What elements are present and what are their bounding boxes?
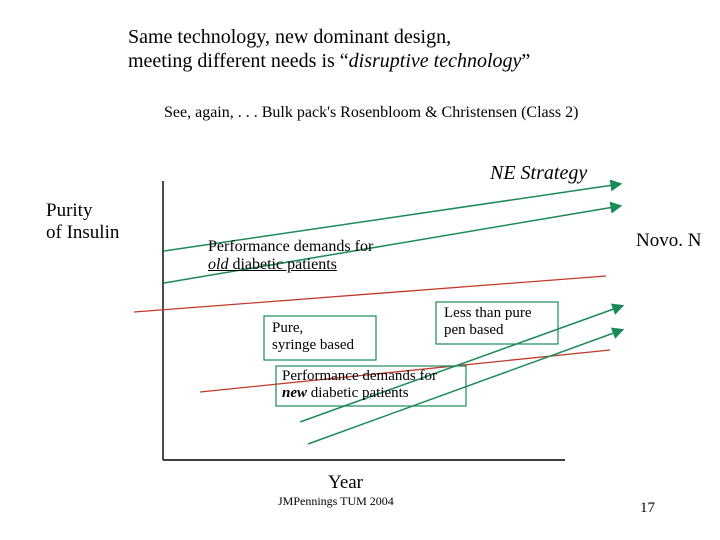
x-axis-label-text: Year	[328, 472, 363, 493]
box-syringe-label: Pure, syringe based	[272, 320, 354, 354]
novo-label: Novo. N	[636, 230, 701, 252]
footer-label: JMPennings TUM 2004	[278, 494, 394, 509]
box-pen-line2: pen based	[444, 322, 504, 338]
ne-strategy-text: NE Strategy	[490, 162, 587, 184]
trend-red-upper	[134, 276, 606, 312]
title-line-2a: meeting different needs is “	[128, 50, 349, 72]
x-axis-label: Year	[328, 472, 363, 494]
perf-new-label: Performance demands for new diabetic pat…	[282, 368, 437, 402]
subtitle: See, again, . . . Bulk pack's Rosenbloom…	[164, 104, 578, 122]
perf-new-line2a: new	[282, 385, 307, 401]
perf-old-line1: Performance demands for	[208, 238, 373, 255]
title-line-1: Same technology, new dominant design,	[128, 26, 451, 49]
title-line-1-text: Same technology, new dominant design,	[128, 26, 451, 48]
title-line-2b: disruptive technology	[349, 50, 522, 72]
box-syringe-line1: Pure,	[272, 320, 303, 336]
box-pen-label: Less than pure pen based	[444, 305, 531, 339]
page-number: 17	[640, 500, 655, 517]
perf-old-label: Performance demands for old diabetic pat…	[208, 238, 373, 274]
title-line-2: meeting different needs is “disruptive t…	[128, 50, 530, 73]
title-line-2c: ”	[521, 50, 530, 72]
perf-new-line2b: diabetic patients	[307, 385, 409, 401]
ne-strategy-label: NE Strategy	[490, 162, 587, 185]
footer-text: JMPennings TUM 2004	[278, 494, 394, 508]
y-axis-label-2: of Insulin	[46, 222, 119, 243]
subtitle-text: See, again, . . . Bulk pack's Rosenbloom…	[164, 104, 578, 121]
novo-text: Novo. N	[636, 230, 701, 251]
y-axis-label: Purity of Insulin	[46, 200, 119, 244]
perf-old-line2b: diabetic patients	[228, 256, 336, 273]
perf-new-line1: Performance demands for	[282, 368, 437, 384]
box-pen-line1: Less than pure	[444, 305, 531, 321]
box-syringe-line2: syringe based	[272, 337, 354, 353]
perf-old-line2a: old	[208, 256, 228, 273]
y-axis-label-1: Purity	[46, 200, 92, 221]
page-number-text: 17	[640, 500, 655, 516]
